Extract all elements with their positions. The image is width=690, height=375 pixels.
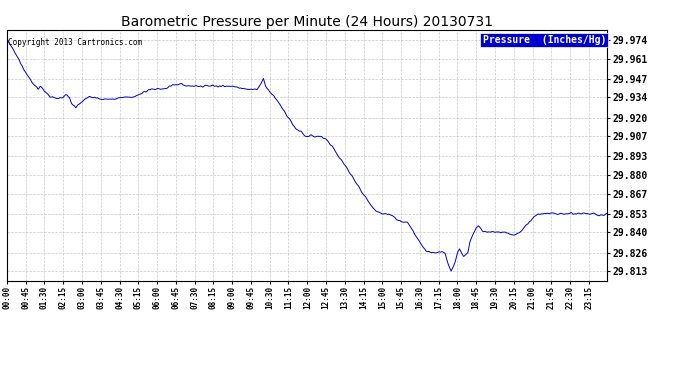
Text: Pressure  (Inches/Hg): Pressure (Inches/Hg) [482, 35, 606, 45]
Title: Barometric Pressure per Minute (24 Hours) 20130731: Barometric Pressure per Minute (24 Hours… [121, 15, 493, 29]
Text: Copyright 2013 Cartronics.com: Copyright 2013 Cartronics.com [8, 38, 142, 46]
